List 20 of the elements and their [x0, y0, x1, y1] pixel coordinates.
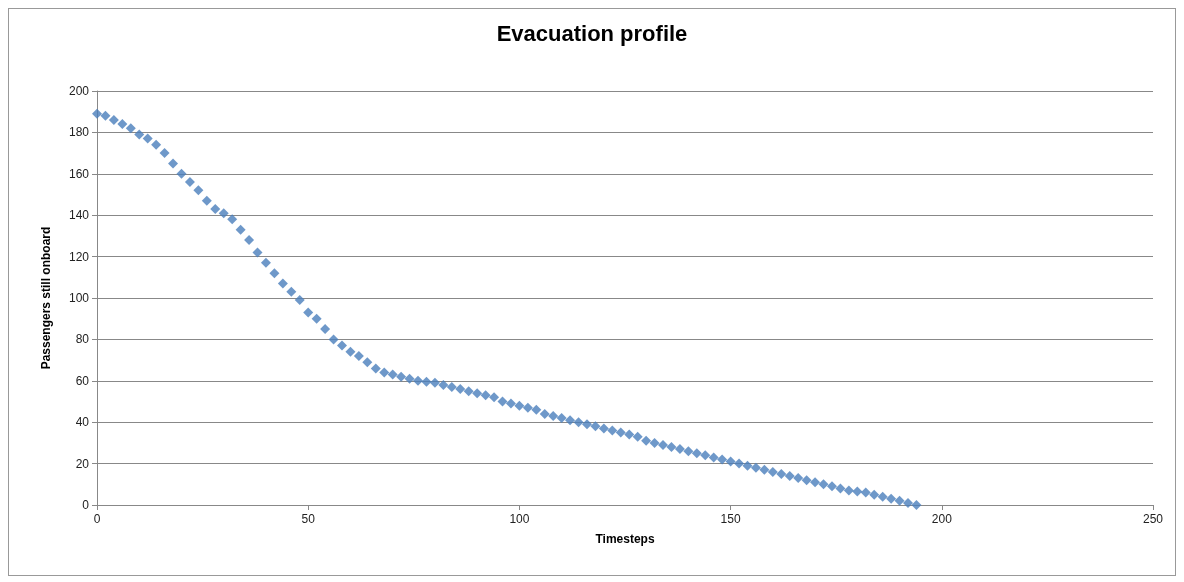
x-tick-label: 250 [1142, 512, 1164, 526]
y-tick-label: 20 [75, 456, 90, 471]
y-tick-label: 80 [75, 332, 90, 347]
y-tick-label: 0 [82, 498, 90, 512]
x-tick-label: 150 [720, 512, 741, 526]
y-tick-label: 60 [75, 373, 90, 388]
y-tick-label: 40 [75, 415, 90, 430]
x-axis-title: Timesteps [595, 532, 655, 546]
chart-title: Evacuation profile [496, 20, 688, 46]
y-tick-label: 200 [68, 84, 90, 98]
y-tick-label: 100 [68, 291, 90, 305]
x-tick-label: 50 [301, 512, 316, 526]
y-tick-label: 160 [68, 166, 90, 181]
x-tick-label: 0 [93, 512, 101, 526]
y-tick-label: 180 [68, 125, 90, 140]
y-tick-label: 120 [68, 249, 90, 264]
x-tick-label: 100 [509, 512, 530, 526]
y-axis-title: Passengers still onboard [39, 226, 53, 370]
y-tick-label: 140 [68, 208, 90, 223]
x-tick-label: 200 [931, 512, 953, 526]
